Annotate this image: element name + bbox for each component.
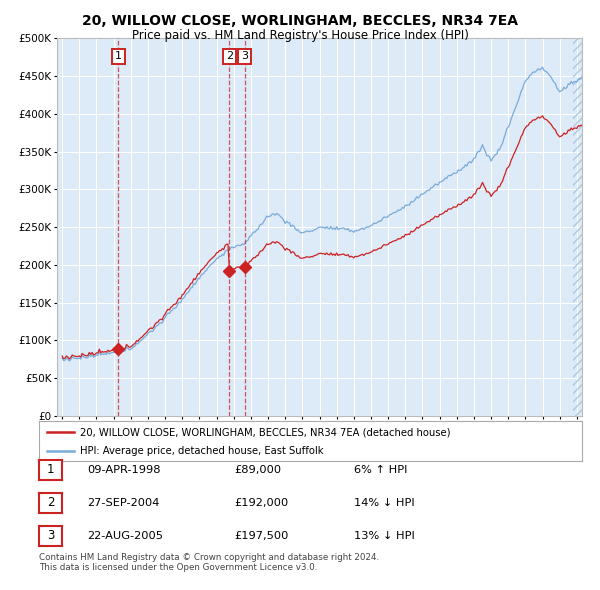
Text: 6% ↑ HPI: 6% ↑ HPI	[354, 465, 407, 474]
Text: 3: 3	[241, 51, 248, 61]
Text: 13% ↓ HPI: 13% ↓ HPI	[354, 531, 415, 540]
Text: Contains HM Land Registry data © Crown copyright and database right 2024.: Contains HM Land Registry data © Crown c…	[39, 553, 379, 562]
Text: 2: 2	[226, 51, 233, 61]
Text: 1: 1	[47, 463, 54, 476]
Text: This data is licensed under the Open Government Licence v3.0.: This data is licensed under the Open Gov…	[39, 563, 317, 572]
Text: Price paid vs. HM Land Registry's House Price Index (HPI): Price paid vs. HM Land Registry's House …	[131, 30, 469, 42]
Text: 22-AUG-2005: 22-AUG-2005	[87, 531, 163, 540]
Text: £197,500: £197,500	[234, 531, 289, 540]
Text: £89,000: £89,000	[234, 465, 281, 474]
Text: 09-APR-1998: 09-APR-1998	[87, 465, 161, 474]
Text: £192,000: £192,000	[234, 498, 288, 507]
Text: 14% ↓ HPI: 14% ↓ HPI	[354, 498, 415, 507]
Text: 1: 1	[115, 51, 122, 61]
Text: 2: 2	[47, 496, 54, 509]
Text: 20, WILLOW CLOSE, WORLINGHAM, BECCLES, NR34 7EA: 20, WILLOW CLOSE, WORLINGHAM, BECCLES, N…	[82, 14, 518, 28]
Text: 27-SEP-2004: 27-SEP-2004	[87, 498, 160, 507]
Text: HPI: Average price, detached house, East Suffolk: HPI: Average price, detached house, East…	[80, 446, 323, 456]
Text: 3: 3	[47, 529, 54, 542]
Text: 20, WILLOW CLOSE, WORLINGHAM, BECCLES, NR34 7EA (detached house): 20, WILLOW CLOSE, WORLINGHAM, BECCLES, N…	[80, 428, 450, 438]
